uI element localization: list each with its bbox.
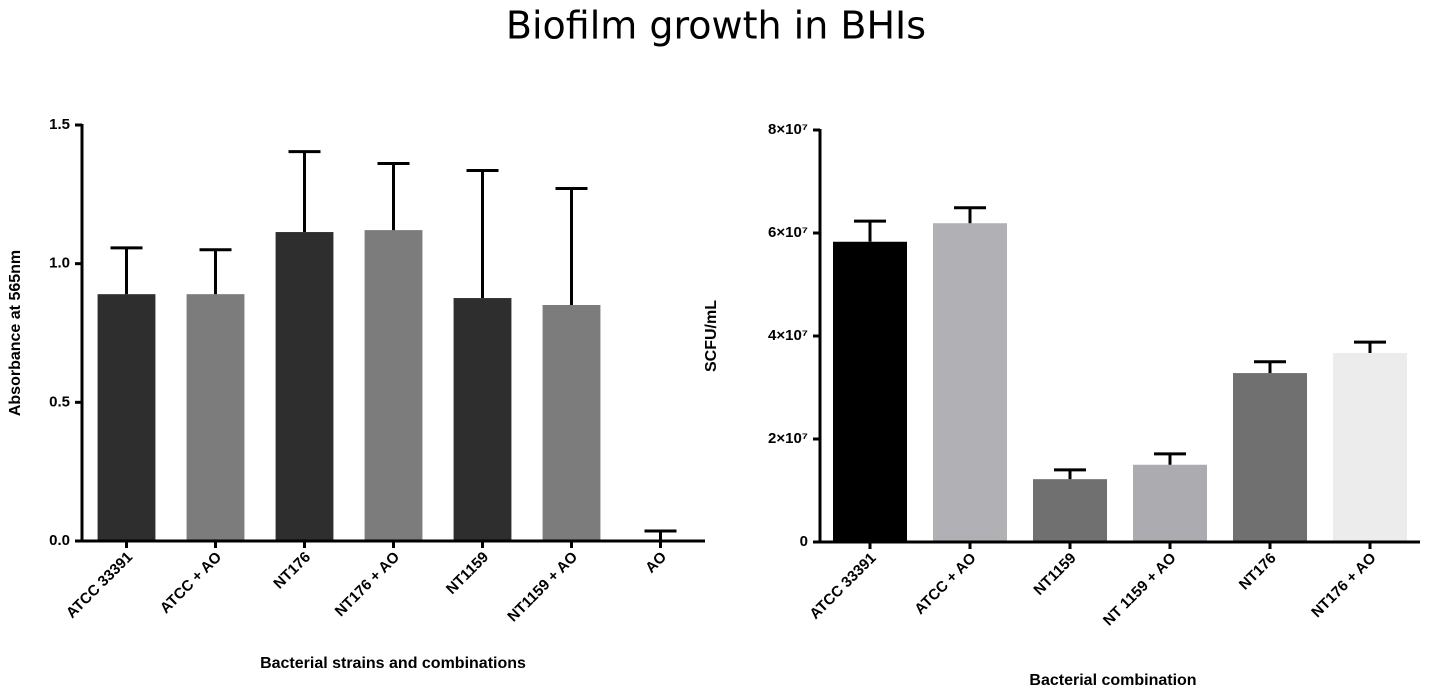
x-tick-label: ATCC + AO (911, 549, 980, 618)
bar (1233, 373, 1307, 542)
x-tick-label: NT176 (270, 549, 314, 593)
y-axis-title: SCFU/mL (703, 300, 720, 372)
bar (1133, 464, 1207, 542)
bar (186, 294, 245, 541)
y-tick-label: 4×10⁷ (768, 327, 808, 344)
bar (1033, 479, 1107, 542)
x-tick-label: NT176 (1236, 550, 1280, 594)
x-tick-label: NT 1159 + AO (1100, 549, 1180, 629)
x-axis-title: Bacterial combination (1029, 672, 1196, 689)
y-tick-label: 0 (800, 533, 808, 550)
y-tick-label: 0.0 (49, 532, 70, 549)
bar (542, 304, 601, 541)
figure-title: Biofilm growth in BHIs (506, 4, 926, 48)
y-tick-label: 6×10⁷ (768, 224, 808, 241)
bar (364, 230, 423, 542)
x-tick-label: NT176 + AO (1308, 549, 1380, 621)
bar (1333, 352, 1407, 542)
x-tick-label: ATCC 33391 (806, 550, 879, 623)
x-axis-title: Bacterial strains and combinations (260, 655, 526, 672)
y-tick-label: 1.5 (49, 116, 70, 133)
bar (97, 294, 156, 541)
y-tick-label: 8×10⁷ (768, 121, 808, 138)
x-tick-label: ATCC + AO (157, 548, 226, 617)
x-tick-label: ATCC 33391 (63, 549, 136, 622)
x-tick-label: AO (642, 548, 670, 576)
bar (933, 223, 1007, 542)
y-tick-label: 1.0 (49, 255, 70, 272)
x-tick-label: NT1159 (443, 549, 492, 598)
y-tick-label: 2×10⁷ (768, 430, 808, 447)
bar (833, 241, 907, 542)
y-axis-title: Absorbance at 565nm (7, 250, 24, 416)
x-tick-label: NT1159 + AO (504, 548, 581, 625)
y-tick-label: 0.5 (49, 393, 70, 410)
bar (453, 298, 512, 541)
bar (275, 232, 334, 541)
x-tick-label: NT1159 (1030, 550, 1079, 599)
x-tick-label: NT176 + AO (332, 548, 404, 620)
